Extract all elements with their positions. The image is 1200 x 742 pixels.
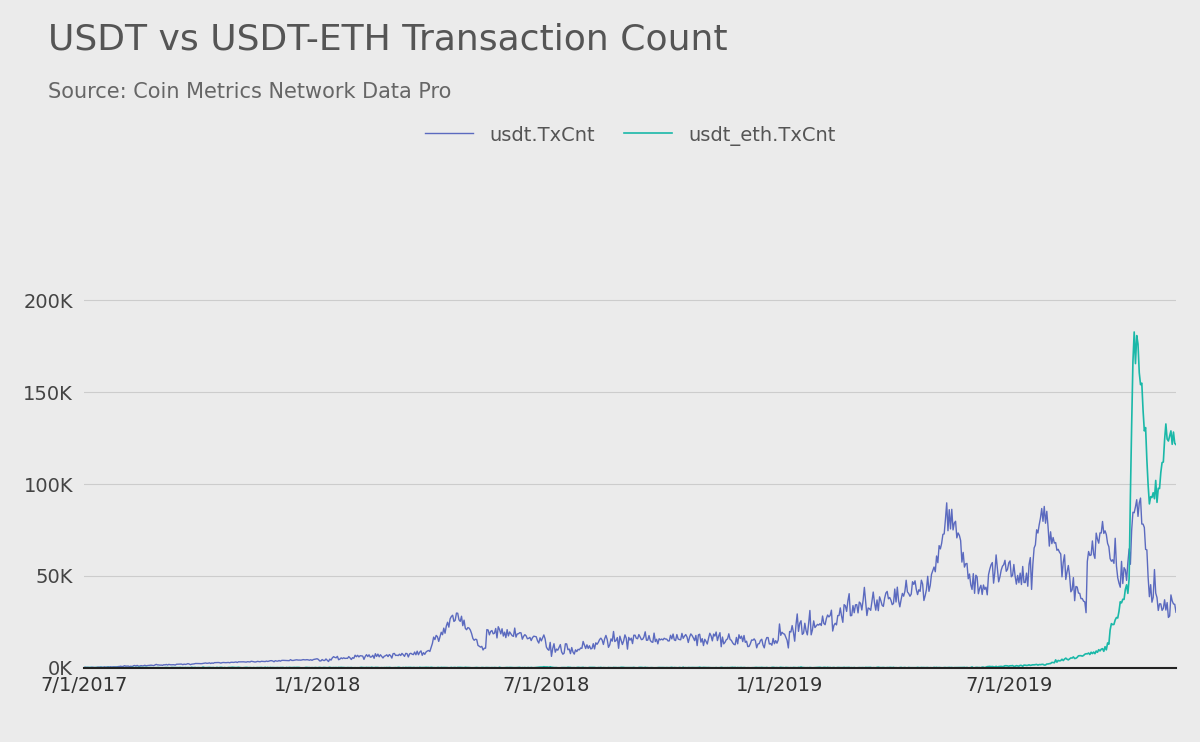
Line: usdt_eth.TxCnt: usdt_eth.TxCnt: [84, 332, 1176, 668]
Legend: usdt.TxCnt, usdt_eth.TxCnt: usdt.TxCnt, usdt_eth.TxCnt: [416, 118, 844, 154]
Text: USDT vs USDT-ETH Transaction Count: USDT vs USDT-ETH Transaction Count: [48, 22, 727, 56]
Line: usdt.TxCnt: usdt.TxCnt: [84, 498, 1176, 668]
Text: Source: Coin Metrics Network Data Pro: Source: Coin Metrics Network Data Pro: [48, 82, 451, 102]
